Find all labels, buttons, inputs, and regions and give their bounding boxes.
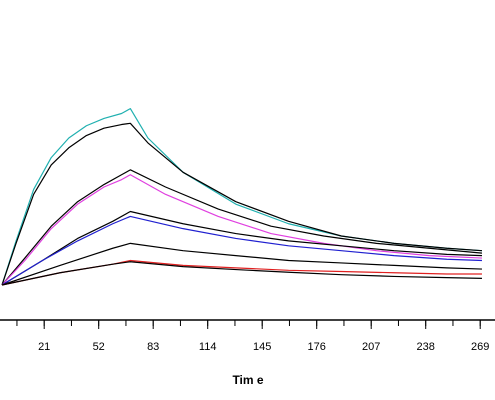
x-tick-label: 21 <box>38 341 50 353</box>
x-axis-title: Tim e <box>232 373 263 387</box>
series-line-5 <box>1 210 482 286</box>
x-tick-label: 176 <box>308 341 326 353</box>
series-line-4 <box>1 174 482 286</box>
series-line-2 <box>1 122 483 286</box>
series-line-1 <box>1 108 483 286</box>
x-tick-label: 269 <box>471 341 489 353</box>
x-tick-label: 52 <box>93 341 105 353</box>
x-tick-label: 145 <box>253 341 271 353</box>
series-line-7 <box>1 242 482 286</box>
series-layer <box>1 108 483 286</box>
series-line-8 <box>1 259 482 286</box>
series-line-6 <box>1 215 482 286</box>
x-tick-label: 238 <box>417 341 435 353</box>
x-axis-ticks: 21 52 83 114 145 176 207 238 269 <box>16 320 489 353</box>
series-line-9 <box>1 261 482 286</box>
series-line-3 <box>1 169 483 286</box>
x-tick-label: 83 <box>147 341 159 353</box>
x-tick-label: 114 <box>199 341 217 353</box>
x-tick-label: 207 <box>362 341 380 353</box>
